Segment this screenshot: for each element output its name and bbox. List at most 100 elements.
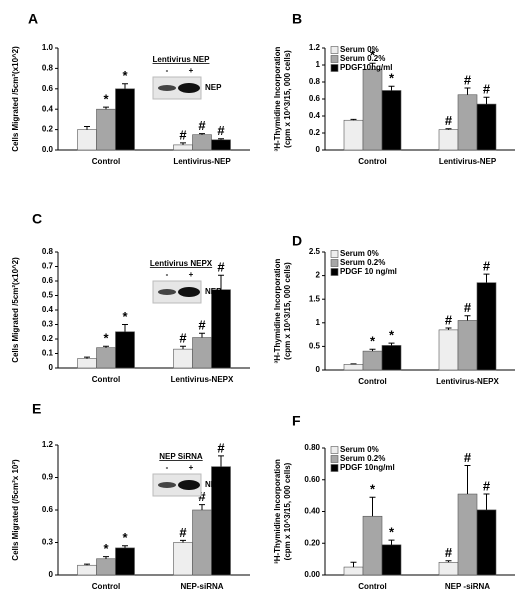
y-tick-label: 1 (316, 318, 321, 327)
blot-band (158, 482, 176, 488)
y-tick-label: 2 (316, 271, 321, 280)
error-bar (180, 345, 186, 350)
legend-swatch (330, 268, 339, 276)
error-bar (464, 315, 471, 321)
y-tick-label: 0.20 (304, 538, 320, 547)
error-bar (464, 87, 471, 95)
bar (438, 129, 459, 151)
error-bar (218, 138, 224, 140)
bar (77, 129, 97, 151)
legend-swatch (330, 455, 339, 463)
y-tick-label: 0.6 (42, 276, 54, 285)
bar (173, 542, 193, 576)
bar (343, 119, 364, 151)
bar (343, 364, 364, 371)
y-tick-label: 0.80 (304, 443, 320, 452)
x-tick-label: Lentivirus-NEP (439, 157, 497, 166)
y-tick-label: 0.8 (42, 64, 54, 73)
blot (152, 280, 202, 304)
panel-label: F (292, 413, 301, 429)
error-bar (84, 356, 90, 359)
significance-mark: * (370, 334, 376, 349)
bar (192, 134, 212, 151)
y-tick-label: 0 (316, 145, 321, 154)
y-tick-label: 0.2 (309, 128, 321, 137)
bar (362, 350, 383, 371)
significance-mark: * (122, 309, 128, 324)
error-bar (84, 126, 90, 130)
y-tick-label: 0.4 (42, 104, 54, 113)
error-bar (483, 493, 490, 510)
error-bar (218, 274, 224, 290)
y-axis-label: (cpm x 10^3/15, 000 cells) (283, 462, 292, 560)
significance-mark: * (389, 71, 395, 86)
error-bar (122, 83, 128, 89)
inset-label: NEP (205, 480, 222, 489)
significance-mark: # (217, 440, 225, 455)
blot (152, 473, 202, 497)
error-bar (369, 62, 376, 70)
y-axis-label: Cells Migrated /5cm²(x10^2) (11, 257, 20, 363)
bar (115, 88, 135, 151)
y-tick-label: 0.0 (42, 145, 54, 154)
panel-label: A (28, 11, 38, 27)
bar (96, 558, 116, 576)
y-tick-label: 0.9 (42, 473, 54, 482)
error-bar (122, 545, 128, 548)
bar (457, 493, 478, 576)
y-axis-label: ³H-Thymidine Incorporation (273, 459, 282, 564)
error-bar (122, 324, 128, 332)
legend-swatch (330, 55, 339, 63)
error-bar (388, 342, 395, 346)
x-tick-label: NEP-siRNA (180, 582, 223, 591)
significance-mark: * (103, 541, 109, 556)
y-tick-label: 0 (49, 570, 54, 579)
error-bar (103, 345, 109, 348)
blot-band (178, 480, 200, 490)
inset-lane: + (189, 463, 194, 472)
significance-mark: # (217, 260, 225, 275)
bar (77, 564, 97, 576)
bar (381, 345, 402, 371)
y-tick-label: 0.8 (42, 247, 54, 256)
significance-mark: * (103, 331, 109, 346)
error-bar (464, 464, 471, 495)
significance-mark: # (483, 82, 491, 97)
significance-mark: * (370, 482, 376, 497)
significance-mark: # (445, 113, 453, 128)
inset-lane: + (189, 66, 194, 75)
significance-mark: # (179, 331, 187, 346)
y-tick-label: 1.2 (42, 440, 54, 449)
inset-lane: - (166, 463, 169, 472)
blot-band (178, 287, 200, 297)
legend-label: PDGF 10ng/ml (340, 463, 395, 472)
error-bar (483, 273, 490, 283)
x-tick-label: Control (358, 157, 386, 166)
error-bar (388, 539, 395, 545)
blot-band (178, 83, 200, 93)
legend-label: Serum 0% (340, 249, 379, 258)
inset-title: Lentivirus NEPX (150, 259, 213, 268)
significance-mark: * (370, 48, 376, 63)
y-tick-label: 0.7 (42, 262, 54, 271)
legend-label: Serum 0.2% (340, 454, 385, 463)
y-tick-label: 2.5 (309, 247, 321, 256)
bar (173, 144, 193, 151)
bar (192, 337, 212, 369)
error-bar (350, 561, 357, 568)
y-tick-label: 0.3 (42, 320, 54, 329)
x-tick-label: Lentivirus-NEPX (171, 375, 234, 384)
inset-lane: + (189, 270, 194, 279)
legend-label: Serum 0% (340, 445, 379, 454)
blot-band (158, 289, 176, 295)
x-tick-label: Control (92, 157, 120, 166)
y-tick-label: 1.2 (309, 43, 321, 52)
bar (476, 282, 497, 371)
y-tick-label: 0.1 (42, 349, 54, 358)
significance-mark: # (179, 127, 187, 142)
x-tick-label: NEP -siRNA (445, 582, 490, 591)
panel-label: B (292, 11, 302, 27)
y-tick-label: 0.00 (304, 570, 320, 579)
legend-swatch (330, 446, 339, 454)
